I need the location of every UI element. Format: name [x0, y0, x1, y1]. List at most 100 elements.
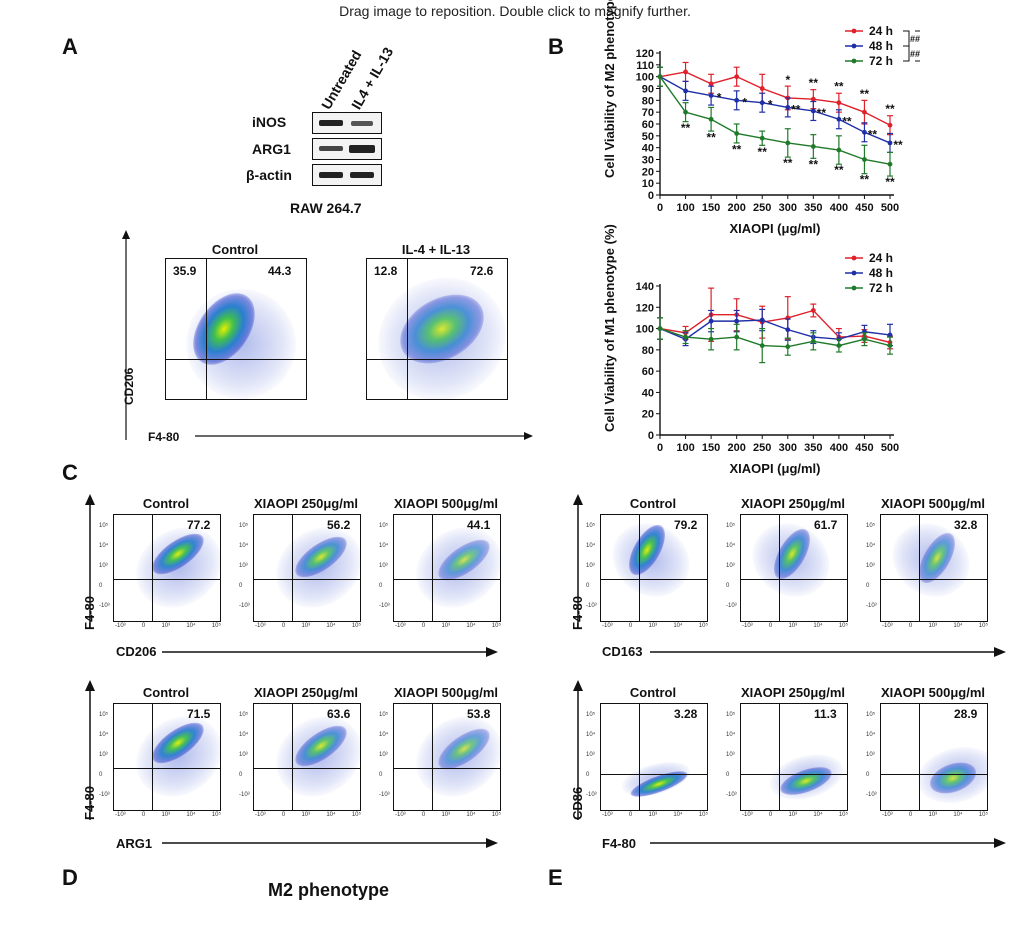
x-tick-label: 300	[779, 442, 797, 454]
y-tick-label: 0	[648, 430, 654, 442]
data-point	[683, 88, 688, 94]
panel-letter-d: D	[62, 865, 78, 890]
legend-marker	[851, 28, 857, 34]
wb-cell-line: RAW 264.7	[290, 200, 362, 216]
data-point	[657, 74, 663, 80]
data-point	[785, 140, 791, 146]
panel-letter-e: E	[548, 865, 563, 890]
panel-c-right-plot2	[740, 514, 848, 622]
panel-c-right-x-label: CD163	[602, 644, 643, 659]
panel-e-axes-arrows	[573, 680, 1006, 848]
data-point	[683, 69, 688, 75]
data-point	[683, 109, 688, 115]
x-tick-label: 250	[753, 442, 771, 454]
data-point	[708, 116, 714, 122]
data-point	[708, 81, 714, 87]
panel-d-plot2-title: XIAOPI 250μg/ml	[253, 685, 359, 700]
bracket-label: ##	[910, 34, 920, 44]
panel-c-left-x-label: CD206	[116, 644, 157, 659]
panel-c-left-plot2-x-ticks: -10³ 0 10³ 10⁴ 10⁵	[255, 623, 361, 629]
series-line-72h	[659, 76, 891, 165]
data-point	[759, 343, 765, 348]
y-tick-label: 120	[636, 302, 654, 314]
x-tick-label: 450	[855, 442, 873, 454]
panel-c-left-plot3-y-ticks: 10⁵ 10⁴ 10³ 0 -10³	[379, 523, 390, 609]
x-tick-label: 150	[702, 442, 720, 454]
y-tick-label: 20	[642, 409, 654, 421]
x-tick-label: 100	[676, 202, 694, 214]
panel-a-plot2-ur-pct: 72.6	[470, 264, 494, 278]
panel-d-axes-arrows	[85, 680, 498, 848]
panel-d-plot1-pct: 71.5	[187, 707, 211, 721]
data-point	[887, 140, 893, 146]
series-line-72h	[659, 327, 891, 348]
significance-star: **	[860, 87, 870, 101]
legend-marker	[851, 58, 857, 64]
panel-e-plot3-x-ticks: -10³ 0 10³ 10⁴ 10⁵	[882, 812, 988, 818]
y-tick-label: 0	[648, 190, 654, 202]
data-point	[759, 86, 765, 91]
x-tick-label: 200	[727, 202, 745, 214]
data-point	[810, 308, 816, 313]
data-point	[785, 327, 791, 333]
panel-letter-a: A	[62, 34, 78, 59]
data-point	[887, 343, 893, 348]
significance-star: **	[783, 156, 793, 170]
panel-c-right-plot1-y-ticks: 10⁵ 10⁴ 10³ 0 -10³	[586, 523, 597, 609]
legend-label: 48 h	[869, 266, 893, 280]
data-point	[836, 100, 842, 106]
panel-c-right-plot3-title: XIAOPI 500μg/ml	[880, 496, 986, 511]
panel-a-y-label: CD206	[122, 367, 136, 405]
x-tick-label: 100	[676, 442, 694, 454]
panel-e-plot3-pct: 28.9	[954, 707, 978, 721]
panel-d-plot3-title: XIAOPI 500μg/ml	[393, 685, 499, 700]
panel-c-left-plot2-title: XIAOPI 250μg/ml	[253, 496, 359, 511]
y-tick-label: 60	[642, 366, 654, 378]
panel-c-left-plot2-pct: 56.2	[327, 518, 351, 532]
legend-label: 48 h	[869, 39, 893, 53]
bracket-24-72	[915, 30, 920, 62]
panel-a-plot1	[165, 258, 307, 400]
wb-band-box-arg1	[312, 138, 382, 160]
panel-c-left-plot1-y-ticks: 10⁵ 10⁴ 10³ 0 -10³	[99, 523, 110, 609]
data-point	[734, 74, 740, 80]
data-point	[836, 116, 842, 122]
panel-c-left-y-label: F4-80	[82, 596, 97, 630]
significance-star: **	[809, 76, 819, 90]
series-line-24h	[659, 309, 891, 344]
panel-d-caption: M2 phenotype	[268, 880, 390, 900]
wb-row-arg1: ARG1	[252, 141, 291, 157]
panel-c-right-plot2-pct: 61.7	[814, 518, 838, 532]
panel-c-left-plot1	[113, 514, 221, 622]
legend-label: 24 h	[869, 24, 893, 38]
panel-d-plot1	[113, 703, 221, 811]
chart-m1-y-label: Cell Viability of M1 phenotype (%)	[602, 224, 617, 432]
x-tick-label: 250	[753, 202, 771, 214]
panel-c-left-plot2-y-ticks: 10⁵ 10⁴ 10³ 0 -10³	[239, 523, 250, 609]
x-tick-label: 500	[881, 202, 899, 214]
y-tick-label: 90	[642, 84, 654, 96]
wb-band-box-inos	[312, 112, 382, 134]
magnify-hint: Drag image to reposition. Double click t…	[339, 3, 691, 19]
panel-e-plot2-title: XIAOPI 250μg/ml	[740, 685, 846, 700]
panel-c-left-plot1-x-ticks: -10³ 0 10³ 10⁴ 10⁵	[115, 623, 221, 629]
significance-star: **	[706, 130, 716, 144]
significance-star: **	[791, 102, 801, 116]
legend-label: 24 h	[869, 251, 893, 265]
panel-d-plot3-y-ticks: 10⁵ 10⁴ 10³ 0 -10³	[379, 712, 390, 798]
panel-e-plot1-pct: 3.28	[674, 707, 698, 721]
x-tick-label: 300	[779, 202, 797, 214]
series-line-24h	[659, 71, 891, 126]
panel-d-plot2-y-ticks: 10⁵ 10⁴ 10³ 0 -10³	[239, 712, 250, 798]
panel-e-plot1-title: Control	[629, 685, 677, 700]
y-tick-label: 20	[642, 166, 654, 178]
panel-d-plot3-pct: 53.8	[467, 707, 491, 721]
significance-star: *	[742, 95, 747, 109]
panel-c-right-plot1-title: Control	[629, 496, 677, 511]
data-point	[887, 161, 893, 167]
panel-d-plot3	[393, 703, 501, 811]
x-tick-label: 150	[702, 202, 720, 214]
x-axis-label: XIAOPI (μg/ml)	[729, 221, 820, 236]
data-point	[734, 131, 740, 136]
